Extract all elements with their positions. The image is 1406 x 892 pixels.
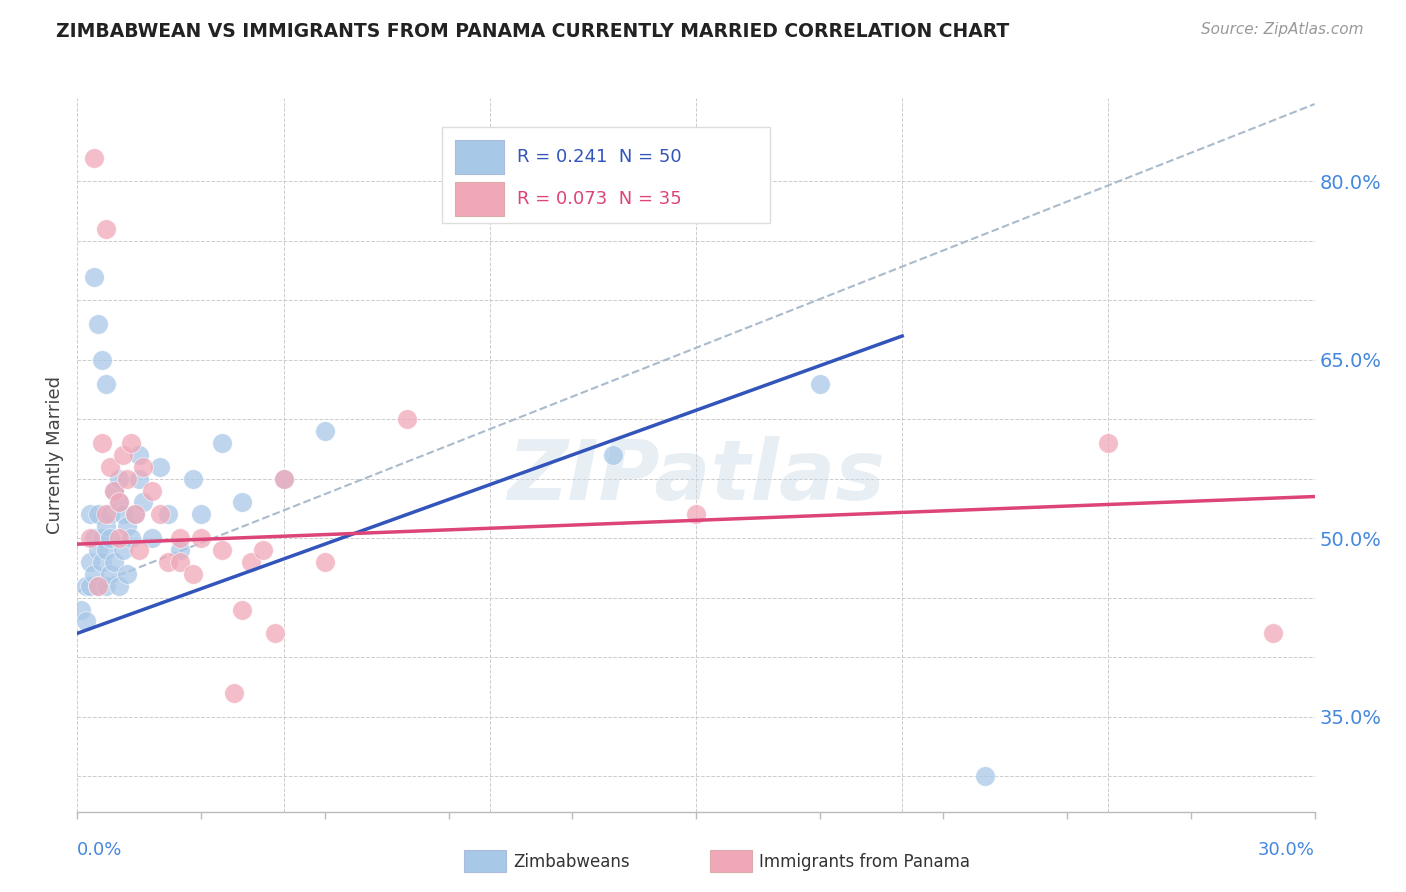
Point <box>190 531 212 545</box>
Point <box>231 495 253 509</box>
Point <box>115 566 138 581</box>
Point <box>103 555 125 569</box>
Point <box>115 472 138 486</box>
Point <box>91 531 114 545</box>
Text: 0.0%: 0.0% <box>77 841 122 860</box>
Point <box>96 519 118 533</box>
Point <box>808 376 831 391</box>
Point <box>169 543 191 558</box>
Point <box>79 579 101 593</box>
Point <box>83 269 105 284</box>
Point <box>96 579 118 593</box>
Y-axis label: Currently Married: Currently Married <box>46 376 65 534</box>
Point <box>602 448 624 462</box>
Point <box>141 483 163 498</box>
Point <box>157 508 180 522</box>
Point <box>239 555 262 569</box>
Text: R = 0.241  N = 50: R = 0.241 N = 50 <box>516 148 681 166</box>
Point <box>273 472 295 486</box>
Point <box>124 508 146 522</box>
Point <box>98 508 121 522</box>
Text: ZIMBABWEAN VS IMMIGRANTS FROM PANAMA CURRENTLY MARRIED CORRELATION CHART: ZIMBABWEAN VS IMMIGRANTS FROM PANAMA CUR… <box>56 22 1010 41</box>
Point <box>103 483 125 498</box>
Point <box>314 555 336 569</box>
Point <box>98 566 121 581</box>
Point <box>107 531 129 545</box>
Point <box>685 508 707 522</box>
Point <box>87 579 110 593</box>
Point <box>1263 626 1285 640</box>
Point <box>83 566 105 581</box>
Point <box>91 352 114 367</box>
Point <box>111 543 134 558</box>
Point <box>128 543 150 558</box>
Point <box>83 151 105 165</box>
Text: Source: ZipAtlas.com: Source: ZipAtlas.com <box>1201 22 1364 37</box>
Point <box>157 555 180 569</box>
Point <box>120 531 142 545</box>
Point <box>87 317 110 331</box>
Point <box>79 508 101 522</box>
Point <box>273 472 295 486</box>
Point <box>128 448 150 462</box>
Point <box>211 436 233 450</box>
Text: Zimbabweans: Zimbabweans <box>513 853 630 871</box>
Text: 30.0%: 30.0% <box>1258 841 1315 860</box>
Point <box>107 495 129 509</box>
Point <box>396 412 419 426</box>
Point <box>132 459 155 474</box>
FancyBboxPatch shape <box>454 140 505 175</box>
Point <box>98 531 121 545</box>
Point <box>120 436 142 450</box>
Point <box>149 508 172 522</box>
Point <box>96 376 118 391</box>
Point <box>252 543 274 558</box>
Point <box>132 495 155 509</box>
Point <box>1097 436 1119 450</box>
Point <box>181 472 204 486</box>
Point <box>107 579 129 593</box>
Point <box>169 531 191 545</box>
Point <box>79 555 101 569</box>
Point <box>190 508 212 522</box>
Point <box>111 508 134 522</box>
Point <box>91 436 114 450</box>
Point <box>107 495 129 509</box>
Point <box>87 579 110 593</box>
Point <box>96 222 118 236</box>
Point <box>96 508 118 522</box>
Point <box>169 555 191 569</box>
Point <box>70 602 93 616</box>
Point <box>111 448 134 462</box>
Point <box>87 543 110 558</box>
Point <box>222 686 245 700</box>
FancyBboxPatch shape <box>454 182 505 216</box>
Point <box>98 459 121 474</box>
Point <box>149 459 172 474</box>
Point <box>128 472 150 486</box>
Point <box>314 424 336 438</box>
Point <box>91 555 114 569</box>
Point <box>79 531 101 545</box>
Point <box>181 566 204 581</box>
Point <box>103 483 125 498</box>
Point <box>75 579 97 593</box>
Point <box>141 531 163 545</box>
Text: Immigrants from Panama: Immigrants from Panama <box>759 853 970 871</box>
Point <box>75 615 97 629</box>
Point <box>87 508 110 522</box>
Point <box>96 543 118 558</box>
Text: R = 0.073  N = 35: R = 0.073 N = 35 <box>516 190 682 208</box>
Point <box>115 519 138 533</box>
Point <box>211 543 233 558</box>
Point <box>107 472 129 486</box>
Point <box>83 531 105 545</box>
Text: ZIPatlas: ZIPatlas <box>508 436 884 516</box>
Point <box>973 769 995 783</box>
Point <box>231 602 253 616</box>
Point <box>264 626 287 640</box>
Point <box>124 508 146 522</box>
FancyBboxPatch shape <box>443 127 770 223</box>
